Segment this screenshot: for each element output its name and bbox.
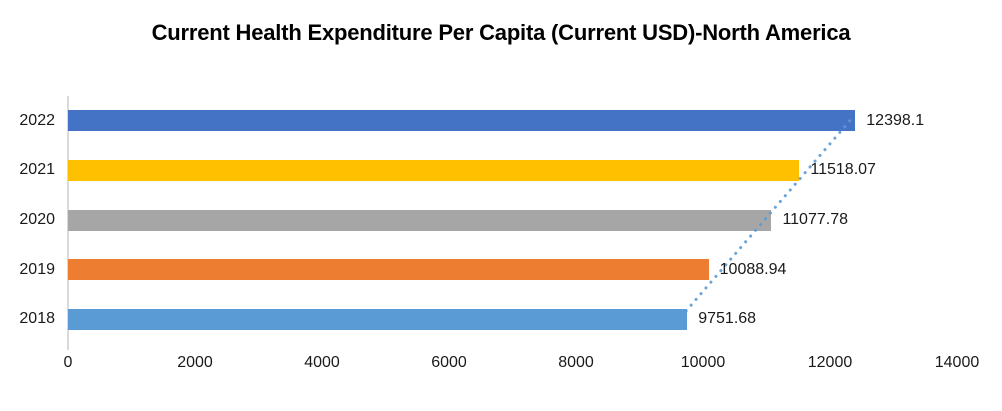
bar-2022 bbox=[68, 110, 856, 132]
plot-area: 12398.1 11518.07 11077.78 10088.94 9751.68 bbox=[68, 96, 957, 344]
value-label-2020: 11077.78 bbox=[782, 211, 848, 228]
x-tick-label-2000: 2000 bbox=[177, 354, 213, 371]
bar-2018 bbox=[68, 308, 688, 330]
x-tick-label-10000: 10000 bbox=[680, 354, 726, 371]
x-tick-label-12000: 12000 bbox=[807, 354, 853, 371]
value-label-2021: 11518.07 bbox=[810, 161, 876, 179]
category-label-2020: 2020 bbox=[19, 211, 55, 228]
category-label-2021: 2021 bbox=[19, 161, 55, 179]
bar-2021 bbox=[68, 159, 800, 181]
chart-title: Current Health Expenditure Per Capita (C… bbox=[151, 20, 851, 45]
value-label-2019: 10088.94 bbox=[719, 260, 787, 278]
x-tick-label-4000: 4000 bbox=[304, 354, 340, 371]
x-tick-label-6000: 6000 bbox=[431, 354, 467, 371]
category-label-2019: 2019 bbox=[19, 260, 55, 278]
category-label-2018: 2018 bbox=[19, 310, 55, 328]
x-tick-label-14000: 14000 bbox=[934, 354, 980, 371]
x-tick-label-0: 0 bbox=[63, 354, 73, 371]
bar-2019 bbox=[68, 259, 709, 281]
x-axis-tick-labels: 0 2000 4000 6000 8000 10000 12000 14000 bbox=[64, 354, 980, 376]
category-label-2022: 2022 bbox=[19, 111, 55, 129]
value-label-2022: 12398.1 bbox=[866, 111, 925, 129]
bar-2020 bbox=[68, 209, 772, 231]
x-tick-label-8000: 8000 bbox=[558, 354, 594, 371]
value-label-2018: 9751.68 bbox=[698, 310, 757, 328]
